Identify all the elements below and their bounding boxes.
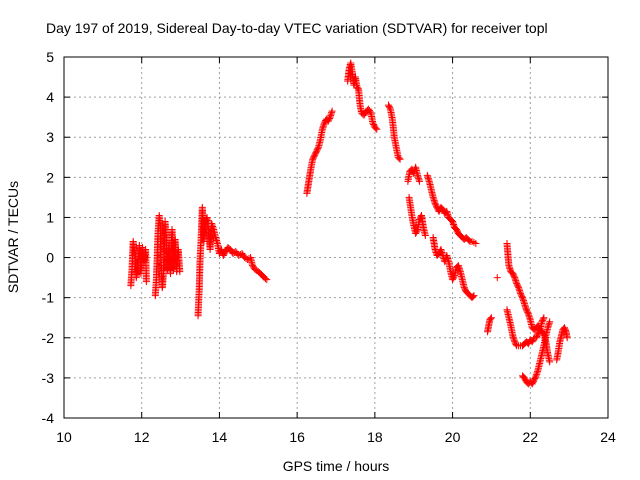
grid	[64, 57, 608, 418]
y-axis-title: SDTVAR / TECUs	[5, 181, 21, 293]
x-tick-labels: 10 12 14 16 18 20 22 24	[56, 429, 616, 445]
y-tick-label: 2	[46, 169, 54, 185]
data-point	[314, 145, 322, 153]
x-tick-label: 12	[134, 429, 150, 445]
data-point	[413, 227, 421, 235]
data-point	[470, 292, 478, 300]
plot-frame	[63, 56, 609, 419]
data-point	[531, 373, 539, 381]
data-point	[142, 278, 150, 286]
data-point	[524, 308, 532, 316]
y-tick-label: -2	[42, 330, 55, 346]
y-tick-label: -1	[42, 290, 55, 306]
data-point	[546, 358, 554, 366]
x-axis-title: GPS time / hours	[283, 458, 390, 474]
data-point	[372, 124, 380, 132]
y-tick-label: -4	[42, 410, 55, 426]
data-point	[261, 275, 269, 283]
data-point	[469, 293, 477, 301]
x-tick-label: 14	[212, 429, 228, 445]
data-point	[416, 177, 424, 185]
data-point	[472, 240, 480, 248]
x-tick-label: 22	[522, 429, 538, 445]
data-point	[518, 292, 526, 300]
chart-title: Day 197 of 2019, Sidereal Day-to-day VTE…	[46, 20, 548, 36]
data-point	[326, 115, 334, 123]
data-point	[514, 282, 522, 290]
y-tick-label: 1	[46, 209, 54, 225]
y-tick-labels: -4 -3 -2 -1 0 1 2 3 4 5	[42, 49, 55, 426]
y-tick-label: -3	[42, 370, 55, 386]
data-point	[487, 314, 495, 322]
data-point	[465, 237, 473, 245]
data-point	[539, 315, 547, 323]
data-point	[535, 327, 543, 335]
x-tick-label: 20	[445, 429, 461, 445]
data-point	[510, 272, 518, 280]
data-point	[176, 268, 184, 276]
x-tick-label: 16	[289, 429, 305, 445]
data-point	[563, 334, 571, 342]
y-tick-label: 5	[46, 49, 54, 65]
data-point	[493, 274, 501, 282]
data-point	[562, 326, 570, 334]
data-point	[328, 107, 336, 115]
y-tick-label: 3	[46, 129, 54, 145]
data-point	[421, 231, 429, 239]
data-point	[450, 273, 458, 281]
axis-ticks	[63, 56, 609, 419]
data-point	[546, 318, 554, 326]
data-point	[263, 276, 271, 284]
y-tick-label: 4	[46, 89, 54, 105]
data-point	[396, 155, 404, 163]
data-point	[395, 154, 403, 162]
data-point	[366, 108, 374, 116]
x-tick-label: 10	[56, 429, 72, 445]
x-tick-label: 18	[367, 429, 383, 445]
data-point	[487, 315, 495, 323]
x-tick-label: 24	[600, 429, 616, 445]
data-point	[386, 104, 394, 112]
data-points	[127, 59, 571, 388]
y-tick-label: 0	[46, 250, 54, 266]
data-point	[540, 314, 548, 322]
data-point	[373, 125, 381, 133]
